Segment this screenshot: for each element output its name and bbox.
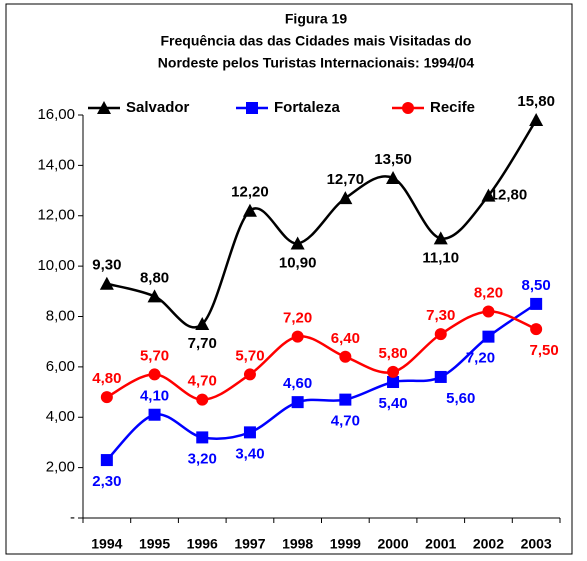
data-point: [481, 188, 496, 202]
data-label: 7,50: [530, 342, 559, 359]
data-label: 7,70: [188, 335, 217, 352]
series-line: [105, 302, 537, 461]
x-tick-label: 2002: [473, 536, 504, 552]
y-tick-label: 2,00: [46, 459, 75, 476]
data-point: [482, 330, 495, 343]
data-label: 8,50: [522, 277, 551, 294]
data-point: [147, 289, 162, 303]
x-tick-label: 1995: [139, 536, 170, 552]
legend-marker: [402, 102, 414, 114]
data-point: [529, 113, 544, 127]
data-label: 6,40: [331, 330, 360, 347]
series-line: [106, 310, 537, 401]
data-point: [195, 317, 210, 331]
data-label: 5,60: [446, 390, 475, 407]
data-point: [482, 305, 495, 318]
data-label: 12,80: [490, 187, 528, 204]
chart-title: Frequência das das Cidades mais Visitada…: [161, 33, 472, 49]
data-point: [387, 375, 400, 388]
data-point: [243, 426, 256, 439]
y-tick-label: 16,00: [37, 106, 75, 123]
x-tick-label: 1996: [187, 536, 218, 552]
data-point: [243, 368, 256, 381]
y-tick-label: 8,00: [46, 307, 75, 324]
data-label: 4,60: [283, 375, 312, 392]
y-tick-label: 12,00: [37, 207, 75, 224]
data-point: [290, 236, 305, 250]
data-point: [433, 231, 448, 245]
data-point: [291, 330, 304, 343]
x-tick-label: 1994: [91, 536, 122, 552]
data-label: 7,20: [466, 350, 495, 367]
data-point: [434, 370, 447, 383]
data-point: [338, 191, 353, 205]
data-label: 3,20: [188, 450, 217, 467]
data-point: [100, 454, 113, 467]
legend-label: Recife: [430, 99, 475, 116]
x-tick-label: 2001: [425, 536, 456, 552]
data-label: 4,80: [92, 370, 121, 387]
data-label: 10,90: [279, 254, 317, 271]
legend-label: Salvador: [126, 99, 190, 116]
data-label: 7,30: [426, 307, 455, 324]
data-point: [242, 203, 257, 217]
x-tick-label: 2003: [521, 536, 552, 552]
data-point: [99, 276, 114, 290]
data-point: [530, 323, 543, 336]
data-label: 4,70: [331, 413, 360, 430]
x-tick-label: 1997: [234, 536, 265, 552]
data-point: [386, 170, 401, 184]
data-point: [100, 391, 113, 404]
legend-marker: [246, 102, 258, 114]
series-line: [106, 119, 538, 329]
x-tick-label: 2000: [377, 536, 408, 552]
data-label: 11,10: [422, 249, 459, 266]
data-label: 13,50: [374, 151, 412, 168]
data-label: 9,30: [92, 257, 121, 274]
chart-title: Figura 19: [285, 11, 347, 27]
data-point: [434, 328, 447, 341]
data-label: 15,80: [517, 93, 555, 110]
data-label: 5,70: [235, 347, 264, 364]
data-point: [339, 393, 352, 406]
chart-frame: [5, 3, 573, 555]
data-label: 3,40: [235, 445, 264, 462]
data-label: 5,70: [140, 347, 169, 364]
data-label: 2,30: [92, 473, 121, 490]
y-tick-label: 4,00: [46, 408, 75, 425]
legend-label: Fortaleza: [274, 99, 341, 116]
data-point: [196, 393, 209, 406]
data-point: [148, 408, 161, 421]
data-label: 12,70: [327, 171, 365, 188]
data-label: 12,20: [231, 184, 269, 201]
data-point: [530, 297, 543, 310]
x-tick-label: 1999: [330, 536, 361, 552]
data-label: 7,20: [283, 310, 312, 327]
data-point: [387, 365, 400, 378]
y-tick-label: 14,00: [37, 156, 75, 173]
data-point: [196, 431, 209, 444]
data-label: 8,80: [140, 269, 169, 286]
data-label: 5,80: [378, 345, 407, 362]
data-label: 5,40: [378, 395, 407, 412]
data-label: 4,70: [188, 373, 217, 390]
data-label: 8,20: [474, 284, 503, 301]
x-tick-label: 1998: [282, 536, 313, 552]
y-tick-label: 10,00: [37, 257, 75, 274]
data-point: [339, 350, 352, 363]
data-point: [148, 368, 161, 381]
y-tick-label: -: [70, 509, 75, 526]
chart-title: Nordeste pelos Turistas Internacionais: …: [158, 55, 475, 71]
data-point: [291, 396, 304, 409]
legend-marker: [97, 101, 111, 114]
y-tick-label: 6,00: [46, 358, 75, 375]
data-label: 4,10: [140, 388, 169, 405]
